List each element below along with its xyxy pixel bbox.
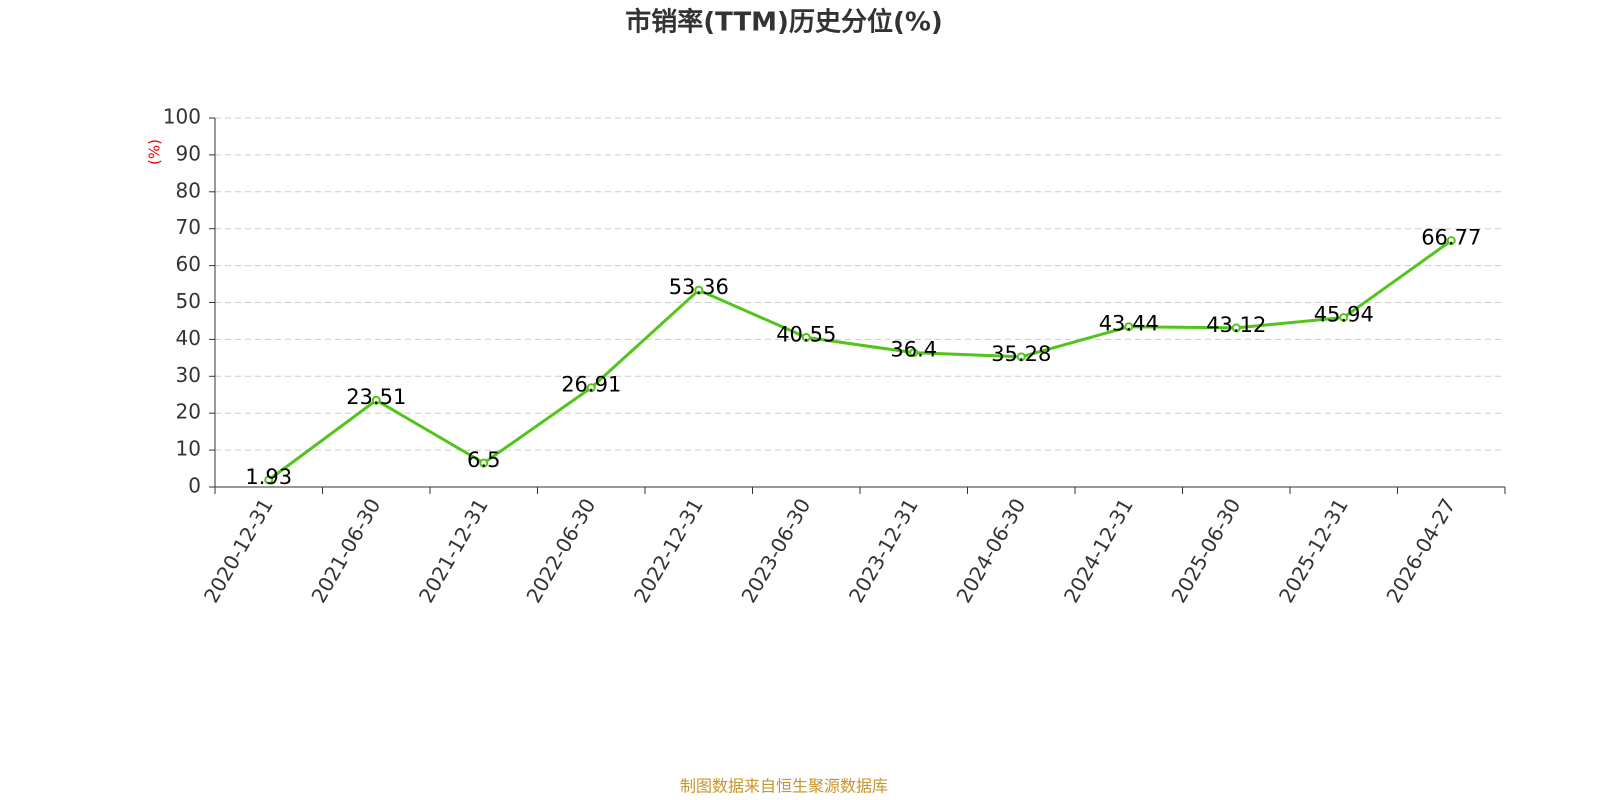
data-label: 26.91 (561, 373, 621, 397)
x-tick-label: 2023-12-31 (844, 494, 923, 607)
y-tick-label: 30 (176, 363, 201, 387)
x-tick-label: 2022-06-30 (521, 494, 600, 607)
point (264, 475, 274, 485)
x-tick-label: 2021-06-30 (306, 494, 385, 607)
y-tick-label: 70 (176, 215, 201, 239)
data-label: 1.93 (245, 465, 292, 489)
point (694, 285, 704, 295)
x-tick-label: 2023-06-30 (736, 494, 815, 607)
y-tick-label: 0 (188, 474, 201, 498)
y-tick-label: 60 (176, 252, 201, 276)
y-tick-label: 20 (176, 400, 201, 424)
point (1016, 352, 1026, 362)
point (371, 395, 381, 405)
y-tick-label: 10 (176, 437, 201, 461)
point (1339, 312, 1349, 322)
x-tick-label: 2026-04-27 (1381, 494, 1460, 607)
x-tick-label: 2024-06-30 (951, 494, 1030, 607)
data-label: 36.4 (890, 338, 937, 362)
y-tick-label: 50 (176, 289, 201, 313)
data-label: 66.77 (1421, 226, 1481, 250)
x-tick-label: 2020-12-31 (199, 494, 278, 607)
source-note: 制图数据来自恒生聚源数据库 (680, 777, 888, 796)
point (586, 383, 596, 393)
point (909, 348, 919, 358)
data-label: 53.36 (669, 275, 729, 299)
x-tick-label: 2025-06-30 (1166, 494, 1245, 607)
x-tick-label: 2024-12-31 (1059, 494, 1138, 607)
y-tick-label: 80 (176, 178, 201, 202)
data-label: 40.55 (776, 322, 836, 346)
data-label: 43.12 (1206, 313, 1266, 337)
point (1124, 322, 1134, 332)
x-tick-label: 2025-12-31 (1274, 494, 1353, 607)
y-tick-label: 40 (176, 326, 201, 350)
data-label: 43.44 (1099, 312, 1159, 336)
point (479, 458, 489, 468)
point (1446, 236, 1456, 246)
x-tick-label: 2021-12-31 (414, 494, 493, 607)
data-label: 6.5 (467, 448, 500, 472)
chart-title: 市销率(TTM)历史分位(%) (625, 7, 943, 38)
y-tick-label: 90 (176, 141, 201, 165)
data-label: 45.94 (1314, 302, 1374, 326)
point (801, 332, 811, 342)
x-tick-label: 2022-12-31 (629, 494, 708, 607)
data-label: 35.28 (991, 342, 1051, 366)
y-axis-label: (%) (146, 139, 164, 165)
data-label: 23.51 (346, 385, 406, 409)
point (1231, 323, 1241, 333)
line (267, 239, 1453, 482)
y-tick-label: 100 (163, 105, 201, 129)
